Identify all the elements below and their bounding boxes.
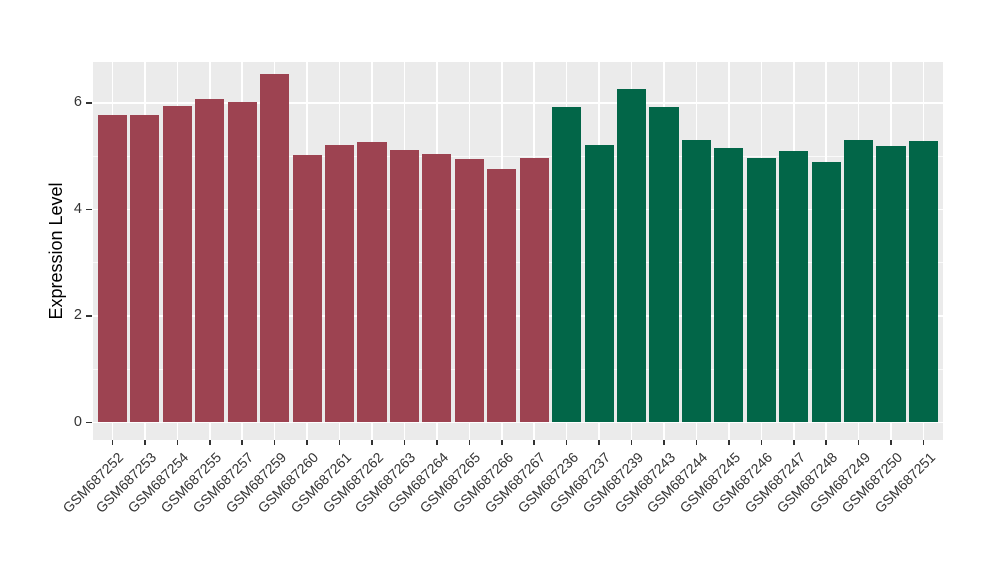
- bar-GSM687248: [811, 162, 841, 423]
- x-tick-mark-13: [501, 440, 503, 445]
- plot-panel: [93, 62, 943, 440]
- bar-GSM687267: [519, 157, 549, 423]
- gridline-major-y-4: [93, 208, 943, 211]
- x-tick-mark-20: [728, 440, 730, 445]
- x-tick-mark-8: [338, 440, 341, 445]
- bar-GSM687253: [130, 114, 160, 423]
- y-tick-mark-2: [86, 315, 92, 317]
- y-tick-label-2: 2: [73, 307, 82, 324]
- x-tick-mark-3: [176, 440, 179, 445]
- bar-GSM687257: [227, 101, 257, 423]
- x-tick-mark-18: [663, 440, 665, 445]
- x-tick-mark-14: [533, 440, 535, 445]
- bar-GSM687261: [324, 145, 355, 423]
- x-tick-mark-21: [760, 440, 763, 445]
- bar-GSM687244: [681, 139, 712, 423]
- bar-GSM687262: [357, 141, 387, 423]
- x-tick-mark-6: [273, 440, 276, 445]
- gridline-minor-y-3: [93, 262, 943, 264]
- bar-GSM687263: [389, 149, 420, 423]
- gridline-minor-y-1: [93, 368, 943, 370]
- bar-GSM687237: [584, 145, 614, 423]
- y-tick-mark-4: [86, 208, 92, 211]
- bar-GSM687254: [162, 105, 192, 423]
- x-tick-mark-1: [111, 440, 114, 445]
- bar-GSM687245: [714, 147, 744, 423]
- bar-GSM687249: [844, 139, 874, 423]
- x-tick-mark-5: [241, 440, 243, 445]
- gridline-major-y-0: [93, 421, 943, 424]
- x-tick-mark-11: [436, 440, 438, 445]
- x-tick-mark-26: [922, 440, 925, 445]
- x-tick-mark-7: [306, 440, 308, 445]
- bar-GSM687246: [746, 157, 776, 423]
- x-tick-mark-10: [403, 440, 406, 445]
- bar-GSM687251: [908, 140, 939, 423]
- x-tick-mark-12: [468, 440, 471, 445]
- y-tick-label-0: 0: [73, 413, 82, 430]
- bar-GSM687266: [487, 169, 517, 423]
- bar-GSM687260: [292, 154, 322, 423]
- bar-GSM687252: [97, 114, 128, 423]
- x-tick-mark-16: [598, 440, 600, 445]
- bar-GSM687243: [649, 106, 679, 423]
- x-tick-mark-2: [144, 440, 146, 445]
- gridline-major-y-2: [93, 315, 943, 317]
- bar-GSM687236: [552, 106, 582, 423]
- x-tick-mark-19: [695, 440, 698, 445]
- x-tick-mark-15: [565, 440, 568, 445]
- bar-GSM687265: [454, 158, 484, 423]
- x-tick-mark-22: [793, 440, 795, 445]
- y-tick-label-6: 6: [73, 94, 82, 111]
- x-tick-mark-23: [825, 440, 827, 445]
- x-tick-mark-24: [857, 440, 860, 445]
- y-tick-mark-6: [86, 102, 92, 104]
- bar-GSM687259: [260, 73, 290, 423]
- gridline-major-y-6: [93, 102, 943, 104]
- y-tick-label-4: 4: [73, 200, 82, 217]
- x-tick-mark-4: [209, 440, 211, 445]
- x-tick-mark-17: [630, 440, 633, 445]
- gridline-minor-y-5: [93, 155, 943, 157]
- y-tick-mark-0: [86, 421, 92, 424]
- bar-GSM687250: [876, 146, 906, 423]
- bar-GSM687247: [779, 150, 809, 423]
- bar-GSM687264: [422, 154, 452, 423]
- bar-GSM687255: [195, 98, 225, 423]
- x-tick-mark-25: [890, 440, 892, 445]
- bar-GSM687239: [616, 89, 647, 423]
- y-axis-title: Expression Level: [46, 182, 66, 320]
- x-tick-mark-9: [371, 440, 373, 445]
